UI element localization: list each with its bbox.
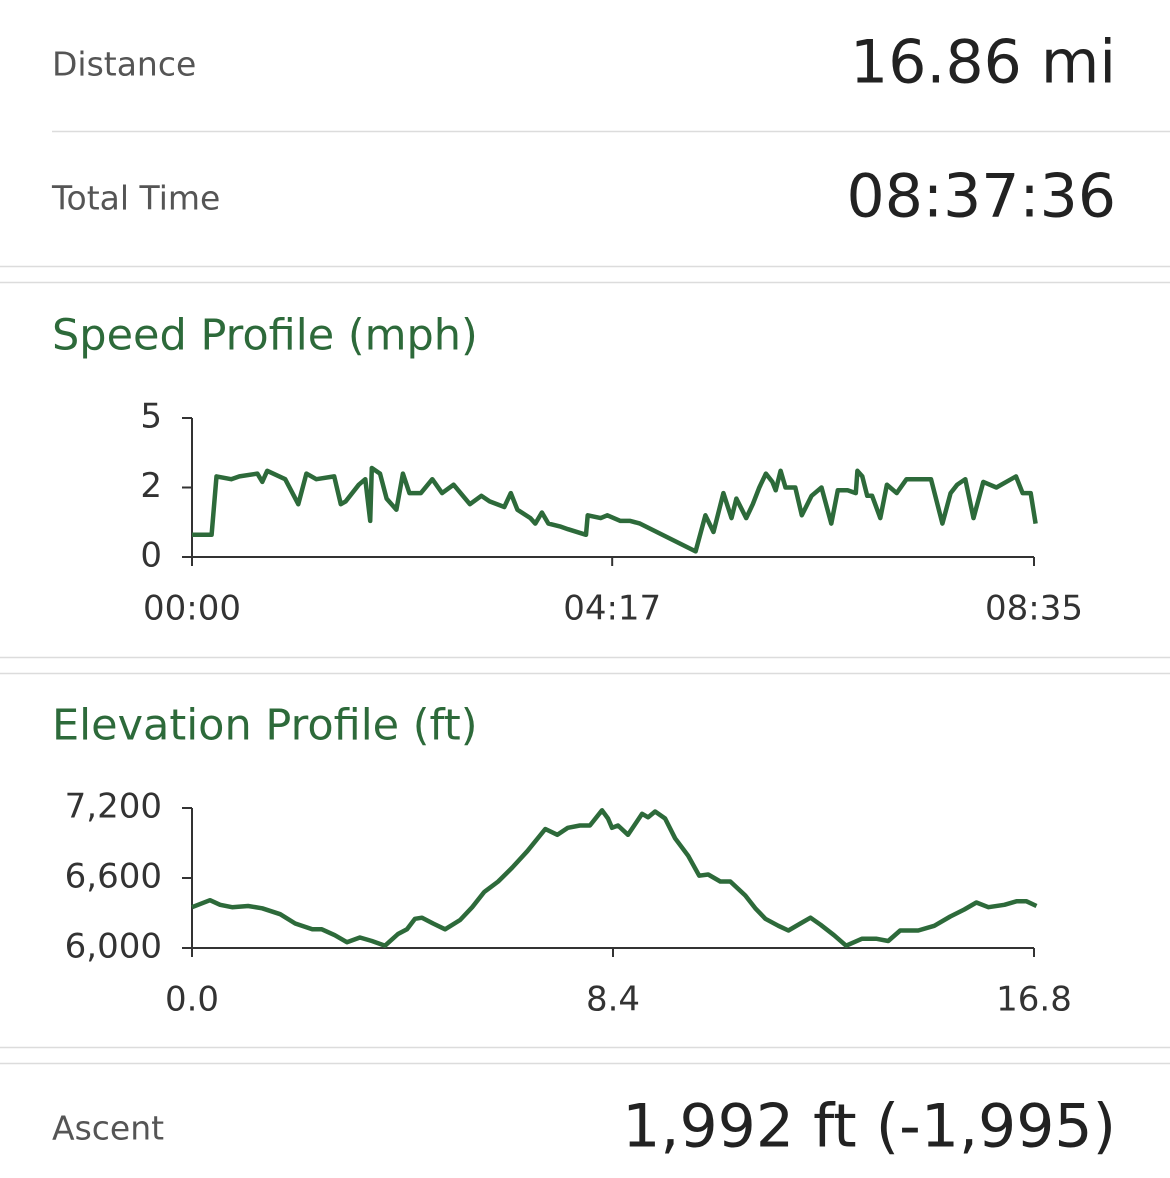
x-tick-label: 8.4 [586, 980, 640, 1020]
x-tick-label: 00:00 [143, 589, 241, 629]
stat-value: 08:37:36 [847, 162, 1116, 232]
y-tick-label: 7,200 [65, 787, 162, 827]
x-tick-label: 0.0 [165, 980, 219, 1020]
data-line [191, 808, 1038, 948]
stat-value: 1,992 ft (-1,995) [622, 1092, 1116, 1162]
y-tick-label: 5 [140, 397, 162, 437]
y-tick-label: 2 [140, 466, 162, 506]
chart-title: Speed Profile (mph) [52, 311, 478, 361]
x-tick-label: 16.8 [996, 980, 1072, 1020]
stat-label: Ascent [52, 1109, 164, 1148]
y-tick-label: 6,000 [65, 927, 162, 967]
y-tick-label: 6,600 [65, 857, 162, 897]
stat-label: Distance [52, 45, 196, 84]
chart-title: Elevation Profile (ft) [52, 701, 478, 751]
stat-value: 16.86 mi [850, 28, 1116, 98]
x-tick-label: 04:17 [563, 589, 661, 629]
data-line [192, 465, 1038, 554]
x-tick-label: 08:35 [985, 589, 1083, 629]
y-tick-label: 0 [140, 536, 162, 576]
stat-label: Total Time [51, 179, 220, 218]
